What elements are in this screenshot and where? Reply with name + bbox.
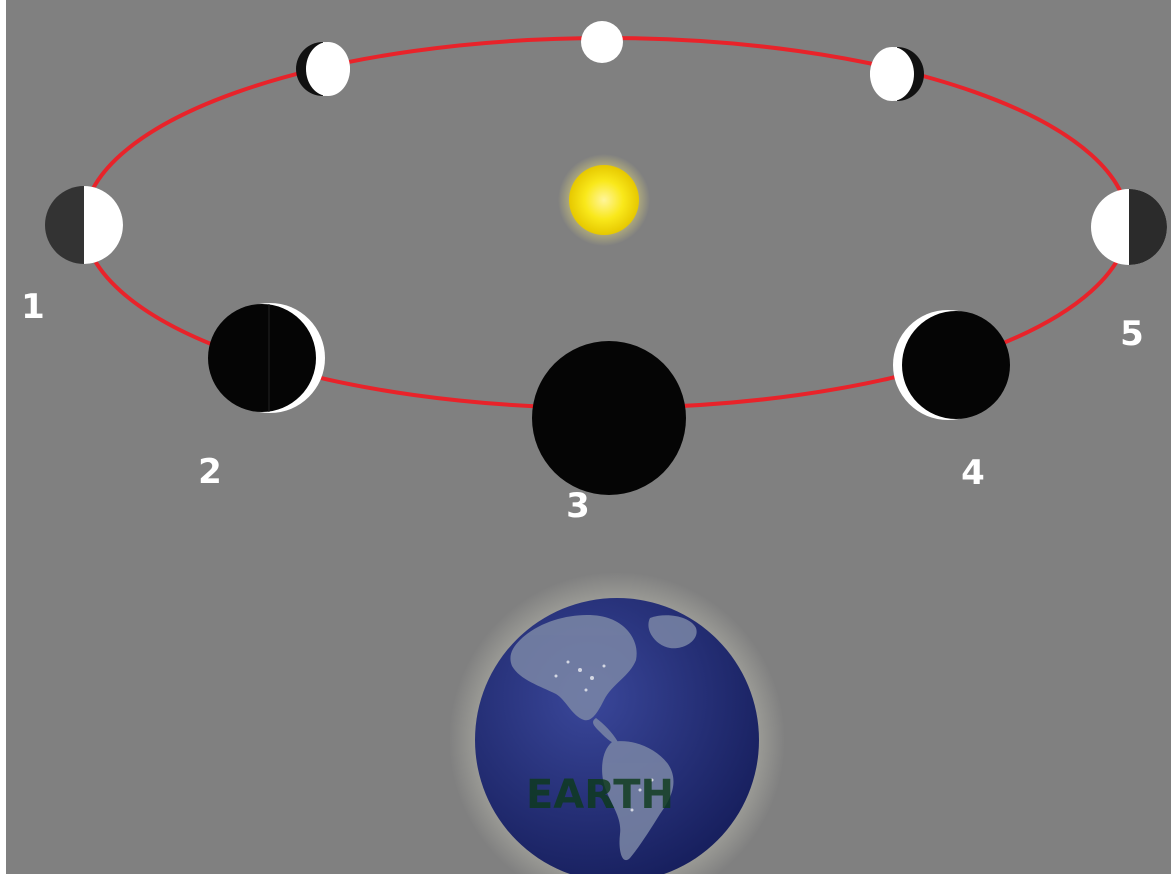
moon-quarter-5: [1091, 189, 1167, 265]
earth-label: EARTH: [526, 772, 674, 818]
phase-label-5: 5: [1120, 314, 1144, 354]
moon-crescent-2: [208, 303, 325, 413]
phase-label-4: 4: [961, 453, 985, 493]
moon-waning-gibbous-top-left: [296, 42, 350, 96]
moon-full-top: [581, 21, 623, 63]
phase-label-1: 1: [21, 287, 45, 327]
frame-edge: [0, 0, 6, 874]
sun-icon: [569, 165, 639, 235]
phase-label-2: 2: [198, 452, 222, 492]
phase-label-3: 3: [566, 486, 590, 526]
moon-new-3: [532, 341, 686, 495]
moon-crescent-4: [893, 310, 1010, 420]
earth-globe-icon: [475, 598, 759, 874]
moon-quarter-1: [45, 186, 123, 264]
moon-waxing-gibbous-top-right: [870, 47, 924, 101]
